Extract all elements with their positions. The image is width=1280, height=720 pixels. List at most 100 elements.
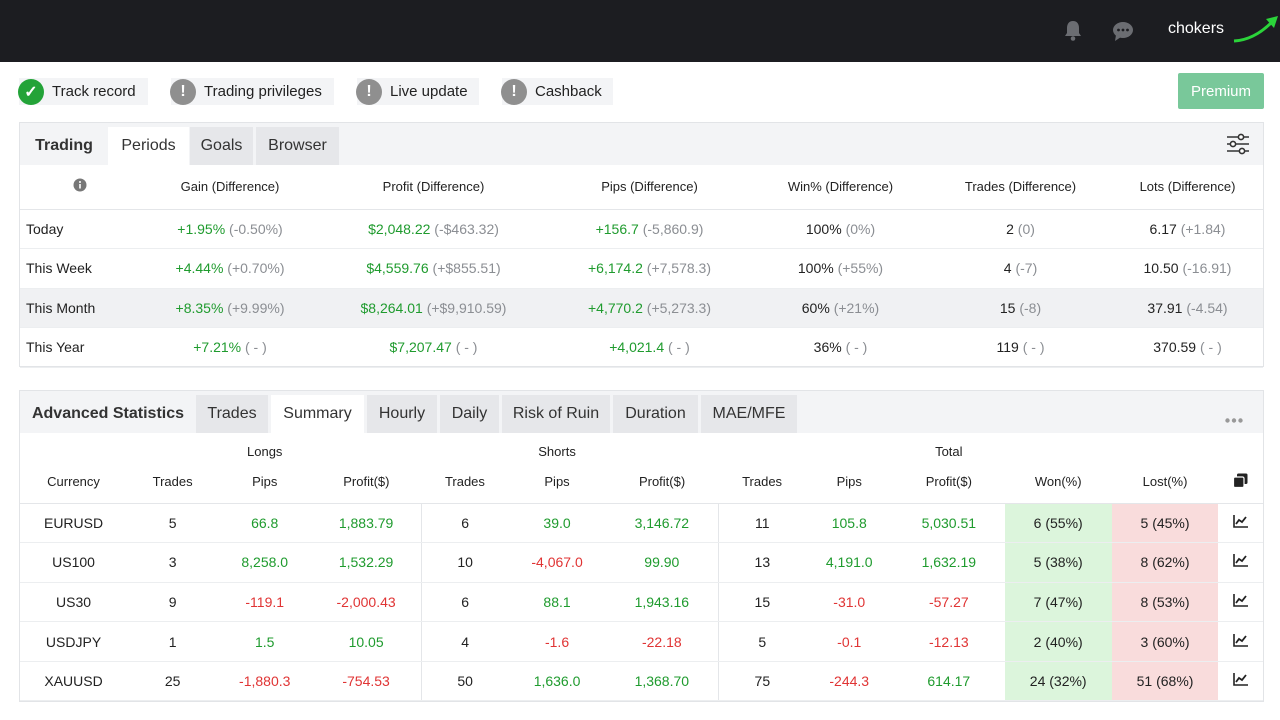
group-shorts: Shorts [538, 443, 576, 459]
copy-icon[interactable] [1218, 461, 1263, 504]
summary-cell-s-pips: 88.1 [508, 582, 606, 623]
col-gain: Gain (Difference) [140, 165, 320, 210]
summary-cell-l-profit: -754.53 [311, 661, 422, 702]
summary-header-row: Currency Trades Pips Profit($) Trades Pi… [20, 461, 1263, 504]
col-longs-trades: Trades [127, 461, 219, 504]
tab-goals[interactable]: Goals [190, 127, 253, 165]
period-difference: (0) [1017, 220, 1035, 237]
period-cell: 10.50 (-16.91) [1112, 248, 1263, 289]
period-label: This Month [20, 288, 140, 328]
period-cell: +1.95% (-0.50%) [140, 209, 320, 249]
period-cell: 100% (+55%) [752, 248, 929, 289]
premium-button[interactable]: Premium [1178, 73, 1264, 109]
badge-track-record[interactable]: ✓ Track record [18, 78, 148, 105]
period-difference: (+9.99%) [227, 299, 285, 316]
period-difference: ( - ) [1022, 339, 1045, 356]
period-value: $8,264.01 [360, 299, 423, 316]
tab-risk-of-ruin[interactable]: Risk of Ruin [502, 395, 610, 433]
tab-duration[interactable]: Duration [613, 395, 698, 433]
period-difference: (+5,273.3) [646, 299, 711, 316]
col-lots: Lots (Difference) [1112, 165, 1263, 210]
chart-icon[interactable] [1218, 661, 1263, 702]
currency-row: XAUUSD 25 -1,880.3 -754.53 50 1,636.0 1,368.70… [20, 661, 1263, 702]
period-cell: $7,207.47 ( - ) [320, 327, 547, 368]
period-cell: 37.91 (-4.54) [1112, 288, 1263, 328]
summary-cell-l-pips: 66.8 [218, 503, 312, 544]
summary-cell-t-pips: 105.8 [805, 503, 893, 544]
period-difference: (+$855.51) [432, 260, 501, 277]
tab-trades[interactable]: Trades [196, 395, 268, 433]
tab-browser[interactable]: Browser [256, 127, 339, 165]
advanced-statistics-title: Advanced Statistics [31, 405, 185, 422]
tab-trading[interactable]: Trading [35, 137, 93, 154]
period-cell: +4,021.4 ( - ) [547, 327, 752, 368]
chart-icon[interactable] [1218, 621, 1263, 662]
currency-row: EURUSD 5 66.8 1,883.79 6 39.0 3,146.72 11 105.8 5… [20, 503, 1263, 544]
summary-cell-t-profit: 1,632.19 [892, 542, 1005, 583]
chart-icon[interactable] [1218, 542, 1263, 583]
summary-cell-s-profit: -22.18 [605, 621, 719, 662]
filter-settings-icon[interactable] [1226, 133, 1250, 160]
period-cell: $8,264.01 (+$9,910.59) [320, 288, 547, 328]
summary-cell-l-trades: 9 [127, 582, 219, 623]
col-longs-profit: Profit($) [311, 461, 422, 504]
periods-table: Gain (Difference) Profit (Difference) Pi… [20, 165, 1263, 368]
trend-arrow-icon [1232, 14, 1280, 49]
period-value: +6,174.2 [588, 260, 643, 277]
summary-cell-t-pips: -244.3 [805, 661, 893, 702]
chat-icon[interactable] [1112, 20, 1134, 47]
summary-cell-t-pips: -31.0 [805, 582, 893, 623]
period-label: This Week [20, 248, 140, 289]
badge-live-update[interactable]: ! Live update [356, 78, 479, 105]
period-label: This Year [20, 327, 140, 368]
period-value: 6.17 [1149, 220, 1177, 237]
summary-cell-l-trades: 3 [127, 542, 219, 583]
check-icon: ✓ [18, 78, 44, 105]
periods-panel: Trading Periods Goals Browser Gain (Diff… [19, 122, 1264, 368]
period-cell: 370.59 ( - ) [1112, 327, 1263, 368]
period-value: 4 [1003, 260, 1012, 277]
bell-icon[interactable] [1063, 20, 1083, 47]
summary-cell-s-profit: 1,368.70 [605, 661, 719, 702]
username[interactable]: chokers [1168, 20, 1225, 37]
warning-icon: ! [170, 78, 196, 105]
summary-cell-t-profit: -12.13 [892, 621, 1005, 662]
summary-cell-l-profit: -2,000.43 [311, 582, 422, 623]
chart-icon[interactable] [1218, 582, 1263, 623]
badge-cashback[interactable]: ! Cashback [501, 78, 613, 105]
col-currency: Currency [20, 461, 128, 504]
info-icon[interactable] [20, 165, 140, 210]
tab-daily[interactable]: Daily [440, 395, 499, 433]
periods-header-row: Gain (Difference) Profit (Difference) Pi… [20, 165, 1263, 210]
summary-cell-t-pips: -0.1 [805, 621, 893, 662]
period-cell: 60% (+21%) [752, 288, 929, 328]
period-value: 36% [813, 339, 842, 356]
summary-cell-lost: 8 (62%) [1111, 542, 1219, 583]
summary-cell-won: 24 (32%) [1004, 661, 1112, 702]
col-pips: Pips (Difference) [547, 165, 752, 210]
advanced-tabbar: Advanced Statistics Trades Summary Hourl… [20, 391, 1263, 433]
chart-icon[interactable] [1218, 503, 1263, 544]
tab-mae-mfe[interactable]: MAE/MFE [701, 395, 797, 433]
tab-periods[interactable]: Periods [108, 127, 189, 165]
col-profit: Profit (Difference) [320, 165, 547, 210]
period-cell: 119 ( - ) [929, 327, 1112, 368]
summary-cell-s-trades: 6 [420, 503, 509, 544]
period-difference: ( - ) [1199, 339, 1222, 356]
summary-cell-s-trades: 10 [420, 542, 509, 583]
tab-hourly[interactable]: Hourly [367, 395, 437, 433]
period-cell: +7.21% ( - ) [140, 327, 320, 368]
badge-trading-privileges[interactable]: ! Trading privileges [170, 78, 334, 105]
period-difference: (+21%) [833, 299, 880, 316]
period-difference: ( - ) [845, 339, 868, 356]
period-difference: (+$9,910.59) [426, 299, 507, 316]
more-options-icon[interactable] [1225, 410, 1243, 428]
period-value: 2 [1006, 220, 1014, 237]
period-difference: (-4.54) [1186, 299, 1228, 316]
summary-cell-s-trades: 6 [420, 582, 509, 623]
period-value: 119 [996, 339, 1019, 356]
period-value: +4,021.4 [609, 339, 665, 356]
summary-cell-lost: 3 (60%) [1111, 621, 1219, 662]
period-cell: 4 (-7) [929, 248, 1112, 289]
tab-summary[interactable]: Summary [271, 395, 364, 433]
